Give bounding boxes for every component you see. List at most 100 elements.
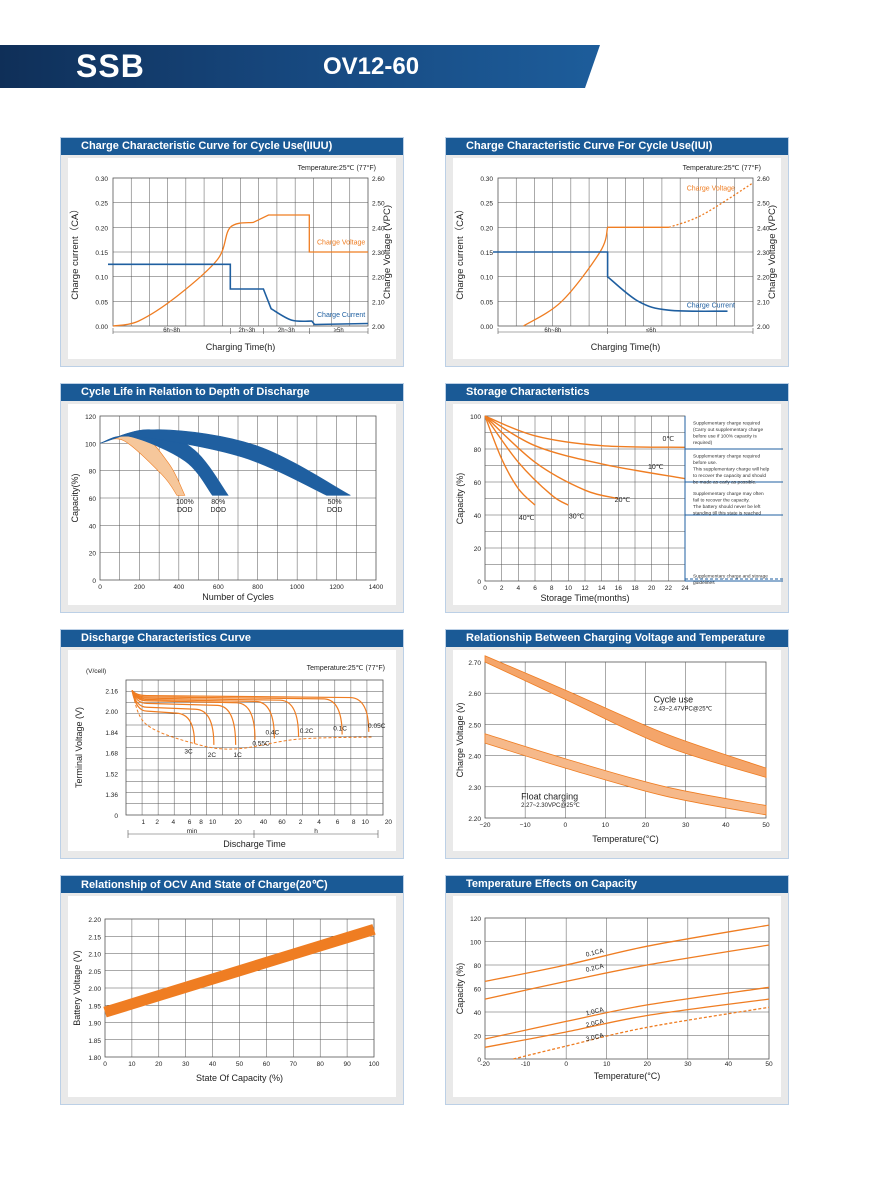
y-tick-label: 0 [92, 578, 96, 585]
dod-label: DOD [327, 507, 343, 514]
float-sub: 2.27~2.30VPC@25℃ [521, 803, 580, 809]
x-tick-label: 20 [234, 819, 242, 826]
storage-note-text: before use if 100% capacity is [693, 433, 757, 439]
x-tick-label: 80 [317, 1061, 325, 1068]
segment-label: 2h~3h [238, 328, 255, 334]
y-axis-label: Terminal Voltage (V) [74, 707, 84, 788]
x-axis-label: Storage Time(months) [540, 593, 629, 603]
x-tick-label: 20 [648, 585, 656, 592]
temperature-note: Temperature:25℃ (77°F) [307, 664, 385, 672]
storage-series-label: 10℃ [648, 464, 664, 471]
storage-curve [484, 415, 686, 448]
y-tick-label: 0.30 [480, 176, 493, 183]
series-label-voltage: Charge Voltage [317, 240, 365, 247]
discharge-rate-label: 0.2C [300, 728, 314, 735]
y-tick-label: 100 [470, 414, 481, 421]
y2-axis-label: Charge Voltage (VPC) [382, 205, 393, 299]
y-tick-label: 40 [474, 513, 482, 520]
storage-series-label: 30℃ [569, 513, 585, 520]
x-tick-label: 6 [336, 819, 340, 826]
y-tick-label: 80 [474, 447, 482, 454]
chart-ocv: 0 10 20 30 40 50 60 70 80 90 100 1.80 1.85 1.90 1.95 2.… [72, 917, 380, 1083]
cutoff-voltage-line [131, 690, 373, 750]
x-tick-label: 600 [213, 584, 224, 591]
y-tick-label: 1.52 [105, 771, 118, 778]
y2-tick-label: 2.00 [757, 324, 770, 331]
y-tick-label: 60 [89, 496, 97, 503]
discharge-rate-label: 1C [233, 752, 242, 759]
segment-label: 2h~3h [278, 328, 295, 334]
y-tick-label: 0.05 [95, 299, 108, 306]
panel-c7: Relationship of OCV And State of Charge(… [60, 875, 404, 1105]
temperature-note: Temperature:25℃ (77°F) [683, 164, 761, 172]
x-axis-label: Temperature(°C) [592, 834, 659, 844]
x-tick-label: 6 [188, 819, 192, 826]
y-axis-label: Capacity (%) [455, 963, 465, 1015]
chart-title: Relationship of OCV And State of Charge(… [81, 879, 328, 891]
segment-label: ≥5h [334, 328, 344, 334]
x-tick-label: 0 [98, 584, 102, 591]
model-number: OV12-60 [323, 53, 420, 80]
x-tick-label: 60 [263, 1061, 271, 1068]
y2-tick-label: 2.40 [757, 225, 770, 232]
discharge-rate-label: 2C [208, 752, 217, 759]
y-tick-label: 100 [470, 940, 481, 947]
y-tick-label: 1.85 [88, 1038, 101, 1045]
chart-temp-capacity: -20 -10 0 10 20 30 40 50 0 20 40 60 80 100 120 Temperat… [455, 916, 773, 1081]
x-tick-label: 4 [172, 819, 176, 826]
y-tick-label: 60 [474, 987, 482, 994]
capacity-rate-label: 3.0CA [585, 1032, 605, 1043]
x-tick-label: 30 [182, 1061, 190, 1068]
y-tick-label: 2.16 [105, 688, 118, 695]
x-tick-label: 10 [209, 819, 217, 826]
x-axis-label: Discharge Time [223, 839, 286, 849]
x-tick-label: −10 [520, 822, 531, 829]
y-tick-label: 1.36 [105, 792, 118, 799]
voltage-band [484, 655, 767, 778]
panel-header: Discharge Characteristics Curve [61, 630, 403, 647]
y-tick-label: 2.20 [88, 917, 101, 924]
x-tick-label: 100 [369, 1061, 380, 1068]
y-tick-label: 0.10 [480, 275, 493, 282]
chart-title: Storage Characteristics [466, 386, 590, 398]
y-tick-label: 0.25 [95, 201, 108, 208]
storage-note-text: Supplementary charge required [693, 420, 761, 426]
storage-note-text: required) [693, 440, 713, 446]
series-label-voltage: Charge Voltage [687, 185, 735, 192]
x-axis-label: Number of Cycles [202, 592, 274, 602]
x-tick-label: 16 [615, 585, 623, 592]
y-tick-label: 120 [85, 414, 96, 421]
x-tick-label: 1200 [329, 584, 344, 591]
chart-title: Charge Characteristic Curve for Cycle Us… [81, 140, 333, 152]
x-tick-label: 1000 [290, 584, 305, 591]
chart-area: −20 −10 0 10 20 30 40 50 2.20 2.30 2.40 2.50 2.60 2.7… [453, 650, 781, 851]
y-tick-label: 1.80 [88, 1055, 101, 1062]
x-tick-label: 6 [533, 585, 537, 592]
discharge-rate-label: 0.4C [265, 729, 279, 736]
temperature-note: Temperature:25℃ (77°F) [298, 164, 376, 172]
x-axis-label: State Of Capacity (%) [196, 1073, 283, 1083]
x-tick-label: 12 [581, 585, 589, 592]
y-tick-label: 2.30 [468, 785, 481, 792]
capacity-rate-label: 0.1CA [585, 947, 605, 958]
x-tick-label: 50 [765, 1061, 773, 1068]
x-tick-label: −20 [479, 822, 490, 829]
x-tick-label: 800 [252, 584, 263, 591]
chart-iui: Temperature:25℃ (77°F) 0.00 0.05 0.10 0.15 0.… [454, 164, 778, 352]
y-tick-label: 80 [474, 963, 482, 970]
storage-note-text: guidelines [693, 580, 715, 586]
y2-tick-label: 2.10 [757, 299, 770, 306]
x-axis-label: Charging Time(h) [206, 342, 276, 352]
x-tick-label: 0 [563, 822, 567, 829]
x-tick-label: 14 [598, 585, 606, 592]
y-tick-label: 2.10 [88, 952, 101, 959]
discharge-rate-label: 0.55C [252, 741, 270, 748]
y-tick-label: 100 [85, 441, 96, 448]
chart-area: Temperature:25℃ (77°F) 0.00 0.05 0.10 0.15 0.… [453, 158, 781, 359]
storage-note-text: The battery should never be left [693, 504, 761, 510]
chart-title: Charge Characteristic Curve For Cycle Us… [466, 140, 713, 152]
chart-area: 0 200 400 600 800 1000 1200 1400 0 20 40 60 80 100 120… [68, 404, 396, 605]
y2-tick-label: 2.50 [372, 201, 385, 208]
storage-series-label: 20℃ [615, 497, 631, 504]
charge-voltage-line [523, 226, 669, 327]
